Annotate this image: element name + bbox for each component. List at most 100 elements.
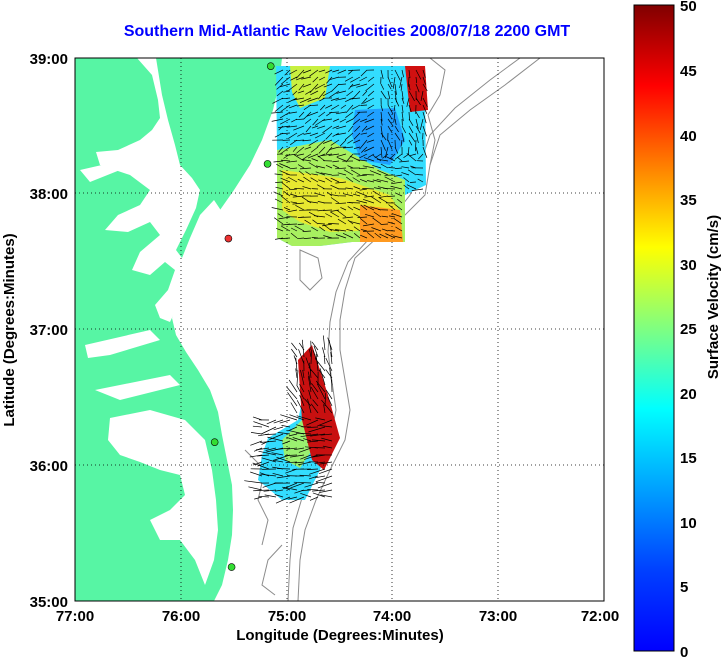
current-vector	[252, 461, 263, 466]
current-vector	[287, 209, 298, 213]
current-vector	[311, 125, 319, 129]
current-vector	[276, 475, 291, 479]
current-vector	[394, 83, 397, 95]
current-vector	[350, 76, 361, 83]
current-vector	[297, 90, 305, 94]
current-vector	[415, 146, 419, 155]
current-vector	[329, 146, 340, 150]
current-vector	[330, 184, 340, 190]
current-vector	[325, 104, 333, 109]
current-vector	[409, 181, 417, 183]
current-vector	[315, 353, 319, 372]
current-vector	[408, 76, 410, 87]
current-vector	[308, 162, 319, 169]
current-vector	[280, 414, 298, 421]
current-vector	[359, 139, 368, 150]
current-vector	[293, 154, 305, 162]
current-vector	[312, 492, 326, 498]
current-vector	[326, 76, 333, 84]
current-vector	[300, 492, 312, 498]
current-vector	[380, 223, 389, 225]
y-axis: 39:00 38:00 37:00 36:00 35:00 Latitude (…	[1, 51, 68, 611]
current-vector	[362, 165, 375, 169]
colorbar-tick: 50	[680, 0, 697, 15]
current-vector	[272, 97, 284, 104]
current-vector	[275, 496, 291, 504]
current-vector	[377, 169, 389, 176]
current-vector	[364, 146, 375, 152]
current-vector	[393, 217, 403, 225]
current-vector	[279, 83, 291, 88]
current-vector	[293, 139, 305, 142]
current-vector	[293, 125, 305, 131]
current-vector	[328, 339, 333, 358]
current-vector	[292, 195, 305, 198]
current-vector	[332, 125, 340, 129]
current-vector	[262, 482, 277, 488]
current-vector	[292, 202, 305, 205]
current-vector	[317, 482, 333, 489]
current-vector	[362, 223, 375, 227]
current-vector	[329, 211, 340, 218]
current-vector	[323, 355, 326, 365]
current-vector	[295, 118, 305, 121]
current-vector	[318, 468, 333, 475]
current-vector	[367, 104, 375, 110]
current-vector	[408, 132, 416, 142]
current-vector	[289, 496, 305, 504]
current-vector	[400, 139, 403, 147]
current-vector	[393, 104, 396, 112]
current-vector	[330, 139, 340, 146]
colorbar-tick: 40	[680, 128, 697, 145]
colorbar: 50 45 40 35 30 25 20 15 10 5 0 Surface V…	[633, 0, 722, 659]
current-vector	[336, 90, 347, 94]
current-vector	[394, 174, 403, 177]
current-vector	[308, 426, 326, 433]
colorbar-gradient	[633, 4, 675, 652]
current-vector	[388, 204, 396, 211]
current-vector	[290, 76, 298, 81]
current-vector	[298, 447, 312, 453]
current-vector	[244, 480, 263, 484]
current-vector	[313, 345, 319, 358]
current-vector	[322, 118, 333, 121]
current-vector	[335, 229, 347, 232]
current-vector	[415, 76, 418, 84]
current-vector	[316, 139, 326, 148]
current-vector	[302, 230, 312, 232]
current-vector	[363, 157, 375, 162]
current-vector	[317, 223, 326, 225]
current-vector	[276, 90, 284, 97]
current-vector	[339, 118, 347, 123]
current-vector	[289, 167, 298, 170]
current-vector	[274, 198, 284, 204]
current-vector	[332, 164, 340, 169]
current-vector	[323, 83, 333, 88]
current-vector	[343, 169, 354, 176]
current-vector	[408, 125, 414, 134]
current-vector	[332, 160, 340, 163]
current-vector	[294, 461, 305, 464]
current-vector	[314, 358, 326, 372]
colorbar-tick: 45	[680, 63, 697, 80]
current-vector	[411, 188, 424, 191]
current-vector	[348, 202, 361, 204]
current-vector	[357, 216, 368, 218]
current-vector	[408, 69, 411, 78]
current-vector	[394, 125, 399, 133]
current-vector	[294, 447, 305, 451]
land-mainland	[75, 58, 282, 601]
current-vector	[302, 83, 312, 88]
current-vector	[327, 396, 333, 407]
current-vector	[320, 461, 333, 465]
current-vector	[371, 196, 382, 204]
velocity-patch-red-ne	[405, 66, 428, 112]
current-vector	[296, 400, 305, 414]
current-vector	[284, 69, 291, 76]
current-vector	[347, 165, 354, 169]
current-vector	[318, 179, 326, 183]
current-vector	[336, 125, 347, 130]
current-vector	[273, 459, 284, 463]
current-vector	[422, 83, 428, 92]
current-vector	[328, 153, 340, 156]
